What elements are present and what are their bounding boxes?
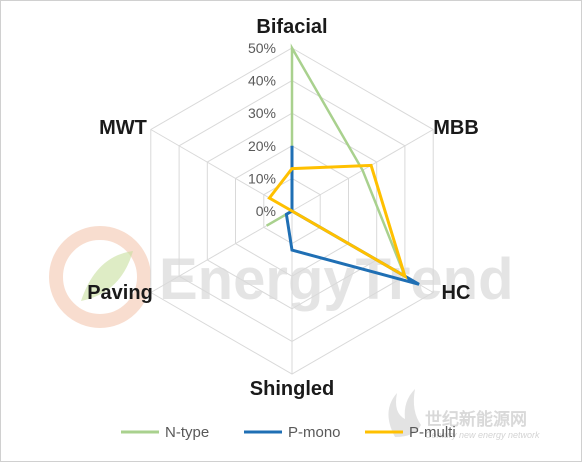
category-labels: Bifacial MBB HC Shingled Paving MWT: [87, 16, 479, 400]
energytrend-leaf-icon: [81, 251, 133, 301]
legend-label-n-type: N-type: [165, 424, 209, 441]
tick-label: 0%: [256, 203, 276, 219]
series-lines: [265, 43, 420, 286]
century-network-watermark: 世纪新能源网 Century new energy network: [388, 389, 540, 440]
radial-tick-labels: 0% 10% 20% 30% 40% 50%: [248, 40, 276, 219]
century-network-chinese-text: 世纪新能源网: [425, 409, 527, 429]
category-label-mwt: MWT: [99, 117, 147, 139]
series-p-multi-line: [267, 163, 408, 280]
energytrend-logo-icon: [49, 226, 151, 328]
category-label-mbb: MBB: [433, 117, 479, 139]
century-network-english-text: Century new energy network: [425, 430, 540, 440]
energytrend-watermark: EnergyTrend: [49, 226, 514, 328]
category-label-shingled: Shingled: [250, 378, 334, 400]
tick-label: 30%: [248, 105, 276, 121]
tick-label: 20%: [248, 138, 276, 154]
category-label-bifacial: Bifacial: [256, 16, 327, 38]
series-n-type-line: [265, 43, 408, 280]
tick-label: 50%: [248, 40, 276, 56]
tick-label: 10%: [248, 170, 276, 186]
category-label-paving: Paving: [87, 282, 153, 304]
flame-icon: [388, 389, 421, 437]
energytrend-watermark-text: EnergyTrend: [159, 247, 514, 312]
legend-label-p-multi: P-multi: [409, 424, 456, 441]
legend: N-type P-mono P-multi: [121, 424, 456, 441]
legend-label-p-mono: P-mono: [288, 424, 341, 441]
tick-label: 40%: [248, 73, 276, 89]
category-label-hc: HC: [442, 282, 471, 304]
